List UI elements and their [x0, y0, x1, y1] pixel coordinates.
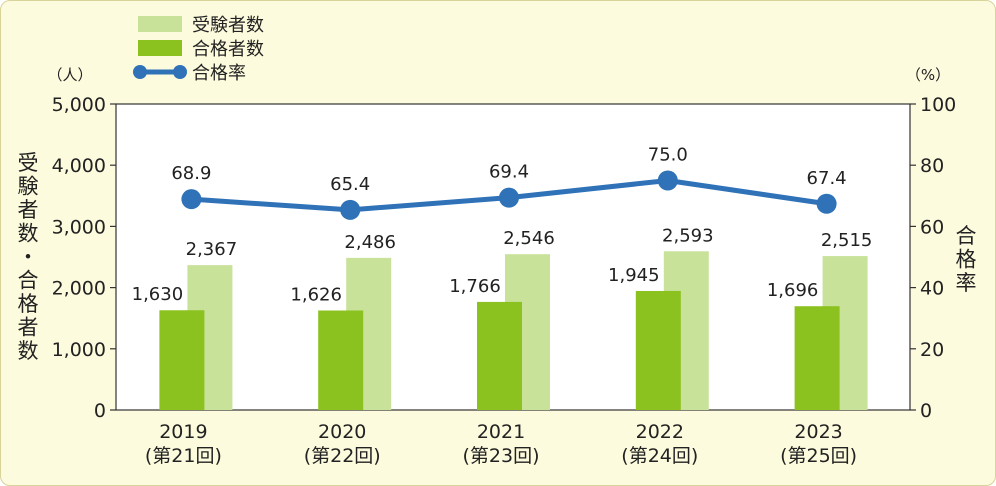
data-label-applicants: 2,486	[344, 232, 396, 253]
line-marker	[340, 199, 361, 220]
data-label-rate: 68.9	[171, 163, 211, 184]
left-axis-title-char: 合	[18, 269, 39, 293]
bar-passers	[477, 301, 522, 410]
data-label-rate: 67.4	[807, 168, 847, 189]
left-axis-title-char: 者	[18, 316, 39, 340]
data-label-applicants: 2,593	[662, 225, 714, 246]
x-tick-sublabel: (第23回)	[462, 445, 539, 467]
legend-label-rate: 合格率	[192, 63, 246, 84]
left-axis-tick-label: 3,000	[52, 216, 106, 238]
right-axis-tick-label: 40	[920, 278, 944, 300]
left-axis-title-char: 数	[18, 222, 39, 246]
left-axis-title-char: 格	[18, 292, 39, 316]
data-label-passers: 1,626	[290, 284, 342, 305]
bar-passers	[794, 306, 840, 410]
data-label-passers: 1,630	[132, 284, 184, 305]
right-axis-tick-label: 20	[920, 339, 944, 361]
x-tick-sublabel: (第21回)	[145, 445, 222, 467]
x-tick-sublabel: (第25回)	[780, 445, 857, 467]
data-label-applicants: 2,515	[821, 230, 873, 251]
right-axis-unit: （%）	[906, 66, 950, 84]
x-tick-label: 2021	[477, 421, 525, 443]
right-axis-title-char: 合	[956, 224, 977, 248]
left-axis-tick-label: 0	[94, 400, 106, 422]
legend-marker-rate	[133, 65, 147, 79]
left-axis-tick-label: 1,000	[52, 339, 106, 361]
left-axis-tick-label: 5,000	[52, 94, 106, 116]
data-label-passers: 1,945	[608, 265, 660, 286]
legend-swatch-passers	[138, 40, 182, 56]
left-axis-title-char: ・	[18, 245, 39, 269]
x-tick-sublabel: (第24回)	[621, 445, 698, 467]
line-marker	[499, 187, 519, 208]
left-axis-unit: （人）	[47, 66, 92, 84]
data-label-rate: 65.4	[330, 174, 370, 195]
legend-label-applicants: 受験者数	[192, 15, 264, 36]
left-axis-title-char: 験	[18, 175, 39, 199]
left-axis-title-char: 者	[18, 198, 39, 222]
right-axis-tick-label: 60	[920, 216, 944, 238]
right-axis-tick-label: 80	[920, 155, 944, 177]
x-tick-label: 2023	[794, 421, 842, 443]
data-label-rate: 69.4	[489, 162, 529, 183]
left-axis-title-char: 受	[18, 151, 39, 175]
right-axis-title-char: 格	[956, 248, 977, 272]
data-label-applicants: 2,546	[503, 228, 555, 249]
line-marker	[657, 170, 678, 191]
bar-passers	[318, 310, 364, 410]
right-axis-title-char: 率	[956, 271, 977, 295]
legend-label-passers: 合格者数	[192, 39, 264, 60]
data-label-rate: 75.0	[648, 145, 688, 166]
x-tick-label: 2019	[159, 421, 207, 443]
legend-swatch-applicants	[138, 16, 182, 32]
left-axis-tick-label: 2,000	[52, 278, 106, 300]
left-axis-tick-label: 4,000	[52, 155, 106, 177]
line-marker	[816, 193, 837, 214]
data-label-passers: 1,696	[767, 280, 819, 301]
x-tick-label: 2022	[636, 421, 684, 443]
data-label-applicants: 2,367	[186, 239, 238, 260]
line-marker	[181, 189, 202, 210]
bar-passers	[635, 290, 681, 410]
bar-passers	[159, 310, 205, 410]
x-tick-label: 2020	[318, 421, 366, 443]
data-label-passers: 1,766	[449, 276, 501, 297]
right-axis-tick-label: 100	[920, 94, 956, 116]
left-axis-title-char: 数	[18, 339, 39, 363]
right-axis-tick-label: 0	[920, 400, 932, 422]
legend-marker-rate	[173, 65, 187, 79]
x-tick-sublabel: (第22回)	[304, 445, 381, 467]
